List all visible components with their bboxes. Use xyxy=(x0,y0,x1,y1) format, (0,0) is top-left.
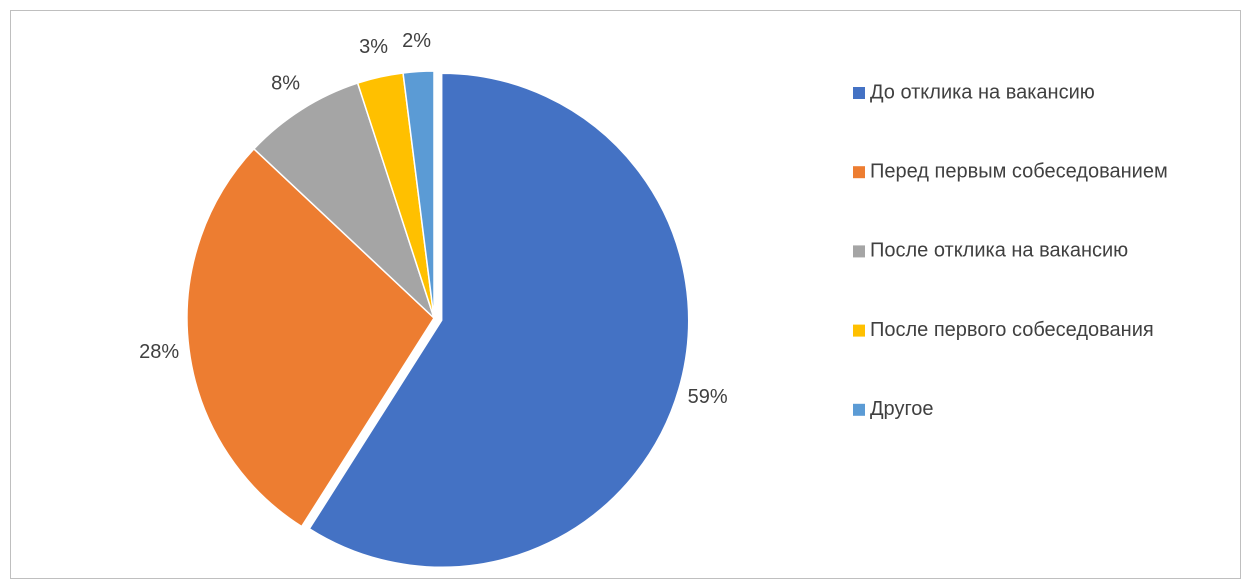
data-label: 3% xyxy=(359,36,388,58)
legend-swatch xyxy=(853,403,865,416)
legend-swatch xyxy=(853,87,865,99)
pie-slice xyxy=(186,147,435,528)
legend-label: Перед первым собеседованием xyxy=(870,160,1168,182)
pie-slice xyxy=(252,82,435,319)
legend-label: После первого собеседования xyxy=(870,319,1154,341)
legend-label: Другое xyxy=(870,398,934,420)
legend-swatch xyxy=(853,245,865,258)
legend-swatch xyxy=(853,166,865,179)
pie-slice xyxy=(402,70,435,319)
legend-label: После отклика на вакансию xyxy=(870,240,1128,262)
data-label: 2% xyxy=(402,30,431,52)
legend-swatch xyxy=(853,324,865,337)
pie-slice xyxy=(308,72,690,568)
legend-label: До отклика на вакансию xyxy=(870,81,1095,103)
data-label: 28% xyxy=(139,341,179,363)
data-label: 8% xyxy=(271,72,300,94)
data-label: 59% xyxy=(688,386,728,408)
